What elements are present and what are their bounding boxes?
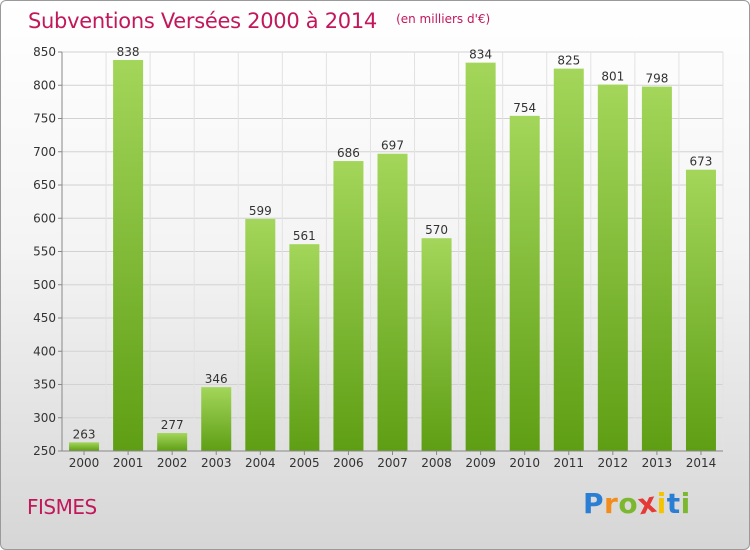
bar-2013 [641, 86, 672, 451]
bar-2012 [597, 84, 628, 452]
x-tick-label: 2007 [377, 456, 408, 470]
bar-2004 [245, 218, 276, 451]
y-tick-label: 550 [33, 245, 56, 259]
bar-value-label: 561 [293, 229, 316, 243]
bar-2014 [685, 169, 716, 451]
axes [58, 51, 723, 455]
bar-2007 [377, 153, 408, 451]
brand-logo-letter: t [666, 487, 681, 520]
x-tick-label: 2012 [598, 456, 629, 470]
y-tick-label: 700 [33, 145, 56, 159]
brand-logo: Proxiti [583, 486, 691, 522]
bar-value-label: 599 [249, 204, 272, 218]
x-tick-label: 2008 [421, 456, 452, 470]
commune-name: FISMES [27, 495, 97, 519]
y-tick-label: 750 [33, 112, 56, 126]
x-tick-label: 2010 [509, 456, 540, 470]
bar-2003 [201, 387, 232, 451]
brand-logo-letter: r [604, 487, 619, 520]
y-tick-label: 250 [33, 444, 56, 458]
brand-logo-letter: o [618, 487, 639, 520]
x-tick-label: 2002 [157, 456, 188, 470]
chart-subtitle: (en milliers d'€) [396, 12, 491, 26]
title-row: Subventions Versées 2000 à 2014 (en mill… [28, 9, 490, 33]
bar-value-label: 686 [337, 146, 360, 160]
bar-2010 [509, 115, 540, 451]
y-tick-label: 850 [33, 45, 56, 59]
bar-2002 [157, 433, 188, 451]
bar-value-label: 838 [117, 45, 140, 59]
y-tick-label: 650 [33, 178, 56, 192]
bar-2000 [69, 442, 100, 451]
bar-value-label: 697 [381, 139, 404, 153]
y-tick-label: 450 [33, 311, 56, 325]
x-tick-label: 2000 [69, 456, 100, 470]
x-tick-label: 2006 [333, 456, 364, 470]
bar-value-label: 346 [205, 372, 228, 386]
bar-2008 [421, 238, 452, 451]
bar-value-label: 673 [690, 155, 713, 169]
bar-value-label: 834 [469, 48, 492, 62]
x-tick-label: 2013 [642, 456, 673, 470]
bar-value-label: 798 [645, 72, 668, 86]
bar-value-label: 825 [557, 54, 580, 68]
bar-2005 [289, 244, 320, 451]
x-tick-label: 2004 [245, 456, 276, 470]
y-tick-label: 350 [33, 378, 56, 392]
x-tick-label: 2005 [289, 456, 320, 470]
y-tick-label: 300 [33, 411, 56, 425]
y-tick-label: 800 [33, 78, 56, 92]
bar-value-label: 570 [425, 223, 448, 237]
x-tick-label: 2014 [686, 456, 717, 470]
brand-logo-letter: i [656, 487, 667, 520]
x-tick-label: 2011 [553, 456, 584, 470]
bar-2011 [553, 68, 584, 451]
y-tick-label: 600 [33, 211, 56, 225]
bar-value-label: 754 [513, 101, 536, 115]
y-tick-label: 500 [33, 278, 56, 292]
bars [69, 59, 716, 452]
x-tick-label: 2003 [201, 456, 232, 470]
y-tick-label: 400 [33, 344, 56, 358]
x-tick-label: 2009 [465, 456, 496, 470]
brand-logo-letter: P [583, 487, 605, 520]
labels: 250 300 350 400 450 500 550 600 650 700 750 800 850 2… [33, 45, 716, 470]
bar-2006 [333, 161, 364, 451]
chart-title: Subventions Versées 2000 à 2014 [28, 9, 377, 33]
bar-2009 [465, 62, 496, 451]
brand-logo-letter: i [680, 487, 691, 520]
x-tick-label: 2001 [113, 456, 144, 470]
bar-value-label: 801 [601, 70, 624, 84]
bar-2001 [113, 59, 144, 451]
bar-value-label: 263 [73, 427, 96, 441]
bar-value-label: 277 [161, 418, 184, 432]
